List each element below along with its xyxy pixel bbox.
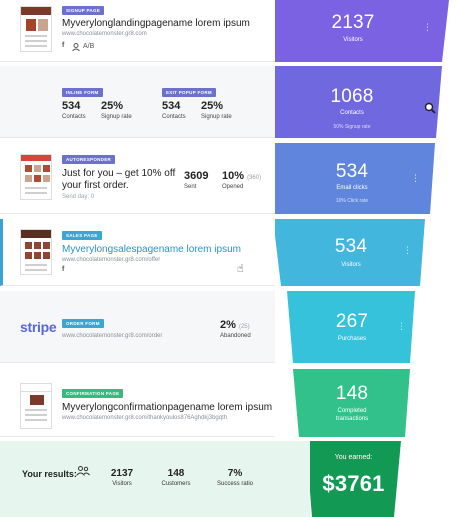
opened-count: (360) — [247, 175, 262, 181]
earned-panel: You earned: $3761 — [306, 441, 401, 517]
page-url[interactable]: www.chocolatemonster.gr8.com — [62, 31, 147, 37]
step-tag: Signup page — [62, 6, 105, 15]
email-thumbnail — [20, 154, 52, 200]
page-thumbnail — [20, 6, 52, 52]
step-row-order-form[interactable]: stripe Order form www.chocolatemonster.g… — [0, 291, 275, 363]
funnel-step-4[interactable] — [273, 219, 425, 286]
abandoned-label: Abandoned — [220, 333, 251, 339]
funnel-value: 534 — [334, 236, 368, 257]
abandoned-count: (25) — [238, 324, 250, 330]
funnel-step-2-text: 1068 Contacts 50% Signup rate — [266, 66, 438, 138]
funnel-step-1[interactable] — [253, 0, 449, 62]
funnel-step-3[interactable] — [266, 143, 435, 214]
funnel-note: 50% Signup rate — [333, 124, 371, 130]
funnel-label-line-1: Completed — [337, 408, 367, 414]
earned-label: You earned: — [334, 454, 373, 461]
page-thumbnail — [20, 383, 52, 429]
facebook-icon[interactable]: f — [62, 266, 65, 273]
opened-value: 10% (360) — [222, 170, 262, 182]
funnel-value: 534 — [335, 161, 369, 182]
funnel-label: Contacts — [340, 110, 364, 116]
funnel-label: Visitors — [341, 262, 361, 268]
step-menu-icon[interactable]: ⋮ — [423, 22, 432, 32]
page-url[interactable]: www.chocolatemonster.gr8.com/thankyoulos… — [62, 415, 228, 421]
funnel-step-2[interactable] — [262, 66, 442, 138]
funnel-value: 2137 — [331, 12, 375, 33]
funnel-step-4-text: 534 Visitors ⋮ — [278, 219, 424, 286]
page-name-link[interactable]: Myverylongsalespagename lorem ipsum — [62, 244, 241, 255]
page-name[interactable]: Myverylonglandingpagename lorem ipsum — [62, 18, 250, 29]
contacts-label: Contacts — [62, 114, 86, 120]
step-tag: Exit popup form — [162, 88, 216, 97]
facebook-icon[interactable]: f — [62, 42, 65, 49]
step-tag: Order form — [62, 319, 104, 328]
step-tag: Confirmation page — [62, 389, 124, 398]
results-label: Your results: — [22, 469, 77, 479]
ab-test-label[interactable]: A/B — [83, 43, 95, 50]
contacts-value: 534 — [62, 100, 81, 112]
sent-label: Sent — [184, 184, 197, 190]
step-tag: Autoresponder — [62, 155, 116, 164]
contacts-value: 534 — [162, 100, 181, 112]
step-row-confirmation-page[interactable]: Confirmation page Myverylongconfirmation… — [0, 369, 275, 437]
signup-rate-value: 25% — [201, 100, 224, 112]
results-success-label: Success ratio — [216, 481, 253, 487]
results-visitors-label: Visitors — [112, 481, 132, 487]
opened-label: Opened — [222, 184, 244, 190]
earned-value: $3761 — [322, 471, 385, 496]
page-url[interactable]: www.chocolatemonster.gr8.com/offer — [62, 257, 161, 263]
people-icon — [76, 466, 90, 476]
funnel-label: Purchases — [337, 336, 367, 342]
results-customers-label: Customers — [161, 481, 191, 487]
funnel-note: 10% Click rate — [335, 198, 369, 204]
split-test-icon[interactable] — [72, 43, 80, 51]
step-menu-icon[interactable]: ⋮ — [403, 245, 412, 255]
funnel-value: 1068 — [330, 86, 374, 107]
email-subject-line-1[interactable]: Just for you – get 10% off — [62, 168, 176, 179]
email-subject-line-2[interactable]: your first order. — [62, 180, 129, 191]
funnel-step-6[interactable] — [293, 369, 410, 437]
stripe-logo: stripe — [20, 311, 58, 345]
signup-rate-label: Signup rate — [101, 114, 132, 120]
step-row-autoresponder[interactable]: Autoresponder Just for you – get 10% off… — [0, 143, 275, 214]
funnel-result — [306, 441, 401, 517]
funnel-step-5-text: 267 Purchases ⋮ — [290, 291, 414, 363]
funnel-label: Visitors — [343, 37, 363, 43]
step-tag: Inline form — [62, 88, 103, 97]
results-success-value: 7% — [227, 468, 243, 479]
step-row-sales-page[interactable]: Sales page Myverylongsalespagename lorem… — [0, 219, 275, 286]
funnel-label: Email clicks — [336, 185, 368, 191]
step-tag: Sales page — [62, 231, 102, 240]
funnel-value: 267 — [335, 311, 369, 332]
signup-rate-label: Signup rate — [201, 114, 232, 120]
step-row-signup-page[interactable]: Signup page Myverylonglandingpagename lo… — [0, 0, 275, 62]
results-customers-value: 148 — [167, 468, 185, 479]
signup-rate-value: 25% — [101, 100, 124, 112]
results-row: Your results: 2137 Visitors 148 Customer… — [0, 441, 310, 517]
stripe-logo-text: stripe — [20, 319, 57, 335]
step-menu-icon[interactable]: ⋮ — [411, 173, 420, 183]
page-thumbnail — [20, 229, 52, 275]
hand-cursor-icon: ☝ — [237, 263, 244, 275]
funnel-step-6-text: 148 Completed transactions — [296, 369, 408, 437]
send-day: Send day: 0 — [62, 194, 95, 200]
step-menu-icon[interactable]: ⋮ — [397, 321, 406, 331]
funnel-value: 148 — [335, 383, 369, 404]
contacts-label: Contacts — [162, 114, 186, 120]
page-name[interactable]: Myverylongconfirmationpagename lorem ips… — [62, 402, 273, 413]
page-url[interactable]: www.chocolatemonster.gr8.com/order — [62, 333, 163, 339]
funnel-step-1-text: 2137 Visitors ⋮ — [262, 0, 444, 62]
abandoned-value: 2% (25) — [220, 319, 250, 331]
results-visitors-value: 2137 — [110, 468, 134, 479]
funnel-step-3-text: 534 Email clicks 10% Click rate ⋮ — [272, 143, 432, 214]
sent-value: 3609 — [184, 170, 209, 182]
funnel-label-line-2: transactions — [335, 416, 369, 422]
funnel-step-5[interactable] — [287, 291, 415, 363]
search-cursor-icon — [424, 102, 436, 114]
step-row-forms[interactable]: Inline form 534 Contacts 25% Signup rate… — [0, 66, 275, 138]
